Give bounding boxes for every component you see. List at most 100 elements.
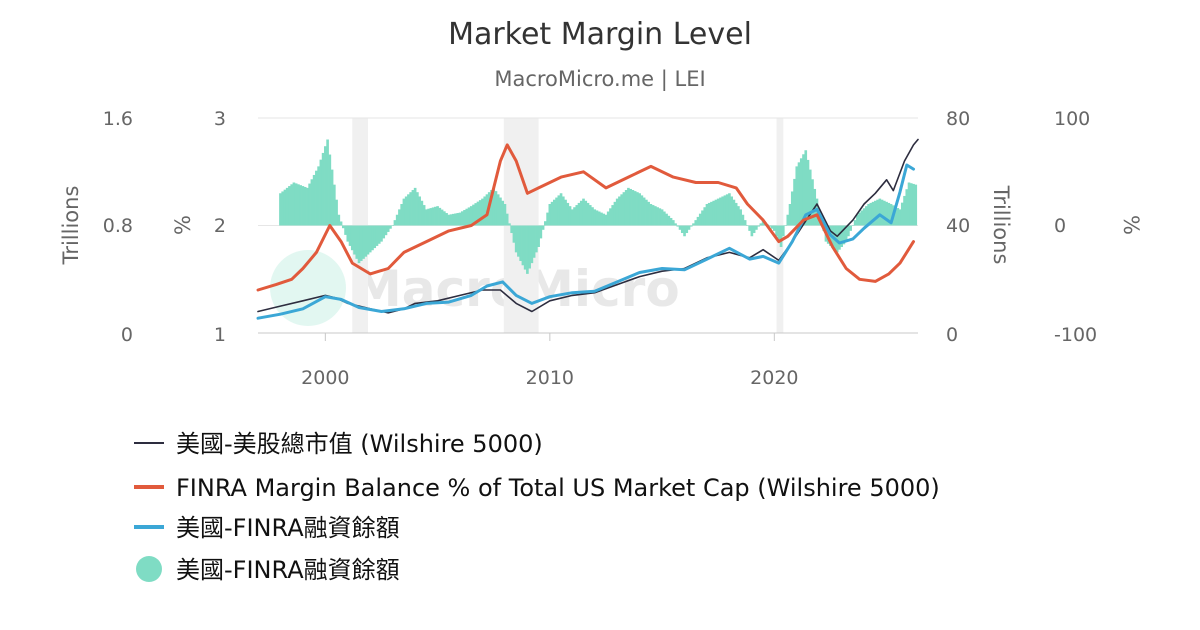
bar-3-8 — [297, 184, 300, 226]
legend-item-margin-pct[interactable]: FINRA Margin Balance % of Total US Marke… — [134, 474, 940, 502]
bar-3-128 — [566, 202, 570, 226]
bar-3-63 — [420, 200, 424, 226]
bar-3-94 — [490, 190, 493, 226]
left-inner-tick-mid: 2 — [214, 215, 226, 237]
bar-3-249 — [838, 225, 841, 250]
legend-item-market-cap[interactable]: 美國-美股總市值 (Wilshire 5000) — [134, 430, 543, 458]
bar-3-264 — [871, 201, 875, 226]
bar-3-185 — [694, 220, 698, 226]
legend: 美國-美股總市值 (Wilshire 5000) FINRA Margin Ba… — [134, 430, 940, 584]
bar-3-150 — [615, 198, 619, 226]
right-inner-tick-top: 80 — [946, 108, 970, 130]
bar-3-0 — [279, 193, 282, 226]
bar-3-200 — [728, 193, 731, 226]
bar-3-171 — [663, 211, 666, 226]
bar-3-136 — [584, 200, 588, 226]
bar-3-276 — [898, 209, 902, 226]
bar-3-91 — [483, 196, 487, 226]
series-line-2 — [256, 163, 915, 320]
bar-3-143 — [600, 212, 603, 226]
bar-3-214 — [759, 223, 763, 226]
legend-item-margin-balance-yoy[interactable]: 美國-FINRA融資餘額 — [136, 556, 400, 584]
bar-3-54 — [400, 204, 403, 226]
bar-3-68 — [431, 207, 435, 226]
bar-3-110 — [526, 225, 529, 274]
bar-3-59 — [411, 190, 415, 226]
bar-3-265 — [874, 200, 877, 226]
bar-3-251 — [842, 225, 846, 245]
bar-3-260 — [862, 208, 866, 226]
bar-3-278 — [903, 195, 906, 226]
right-inner-axis-title: Trillions — [989, 185, 1013, 265]
bar-3-277 — [900, 202, 904, 226]
bar-3-76 — [449, 214, 453, 226]
bar-3-33 — [353, 225, 356, 255]
bar-3-220 — [773, 225, 776, 231]
bar-3-188 — [701, 210, 704, 226]
bar-3-21 — [326, 139, 329, 226]
bar-3-180 — [683, 225, 686, 237]
bar-3-152 — [620, 194, 623, 226]
bar-3-88 — [476, 201, 480, 226]
bar-3-10 — [301, 186, 305, 226]
bar-3-250 — [840, 225, 843, 247]
bar-3-151 — [618, 196, 621, 226]
bar-series-group — [279, 139, 918, 274]
bar-3-207 — [743, 220, 747, 226]
bar-3-53 — [398, 209, 401, 226]
bar-3-87 — [474, 203, 478, 226]
bar-3-89 — [478, 200, 482, 226]
bar-3-148 — [611, 205, 615, 226]
left-outer-tick-top: 1.6 — [103, 108, 133, 130]
bar-3-280 — [907, 182, 911, 226]
bar-3-197 — [721, 196, 725, 226]
bar-3-147 — [609, 208, 612, 226]
bar-3-7 — [294, 183, 298, 226]
bar-3-252 — [844, 225, 848, 242]
bar-3-266 — [876, 199, 879, 226]
bar-3-206 — [741, 214, 745, 226]
bar-3-105 — [514, 225, 518, 253]
bar-3-198 — [723, 195, 727, 226]
bar-3-235 — [806, 159, 810, 226]
bar-3-174 — [669, 217, 673, 226]
bar-3-135 — [582, 198, 585, 226]
bar-3-113 — [532, 225, 536, 258]
bar-3-139 — [591, 207, 594, 226]
bar-3-145 — [604, 214, 608, 226]
bar-3-282 — [912, 183, 915, 226]
bar-3-227 — [788, 204, 792, 226]
bar-3-70 — [436, 206, 439, 226]
bar-3-170 — [660, 209, 664, 226]
right-outer-axis-title: % — [1119, 215, 1143, 235]
legend-label-margin-balance: 美國-FINRA融資餘額 — [176, 514, 400, 542]
series-line-1 — [256, 143, 915, 292]
bar-3-281 — [909, 183, 913, 226]
bar-3-42 — [373, 225, 377, 249]
bar-3-31 — [348, 225, 352, 246]
bar-3-11 — [303, 186, 307, 226]
bar-3-134 — [579, 200, 583, 226]
legend-item-margin-balance[interactable]: 美國-FINRA融資餘額 — [134, 514, 400, 542]
bar-3-56 — [404, 196, 408, 226]
bar-3-228 — [790, 191, 794, 226]
bar-3-61 — [416, 192, 419, 226]
bar-3-164 — [647, 201, 650, 226]
bar-3-165 — [649, 204, 653, 226]
bar-3-77 — [451, 213, 455, 226]
bar-3-257 — [856, 214, 859, 226]
bar-3-69 — [434, 206, 437, 226]
bar-3-46 — [382, 225, 386, 239]
bar-3-18 — [319, 159, 323, 226]
bar-3-109 — [523, 225, 527, 270]
bar-3-153 — [622, 192, 626, 226]
bar-3-3 — [285, 187, 289, 226]
left-outer-tick-bottom: 0 — [121, 324, 133, 346]
bar-3-25 — [335, 199, 338, 226]
bar-3-221 — [775, 225, 778, 237]
bar-3-236 — [808, 169, 812, 226]
bar-3-186 — [696, 216, 700, 226]
bar-3-45 — [380, 225, 383, 242]
bar-3-117 — [541, 225, 545, 230]
bar-3-84 — [467, 207, 471, 226]
